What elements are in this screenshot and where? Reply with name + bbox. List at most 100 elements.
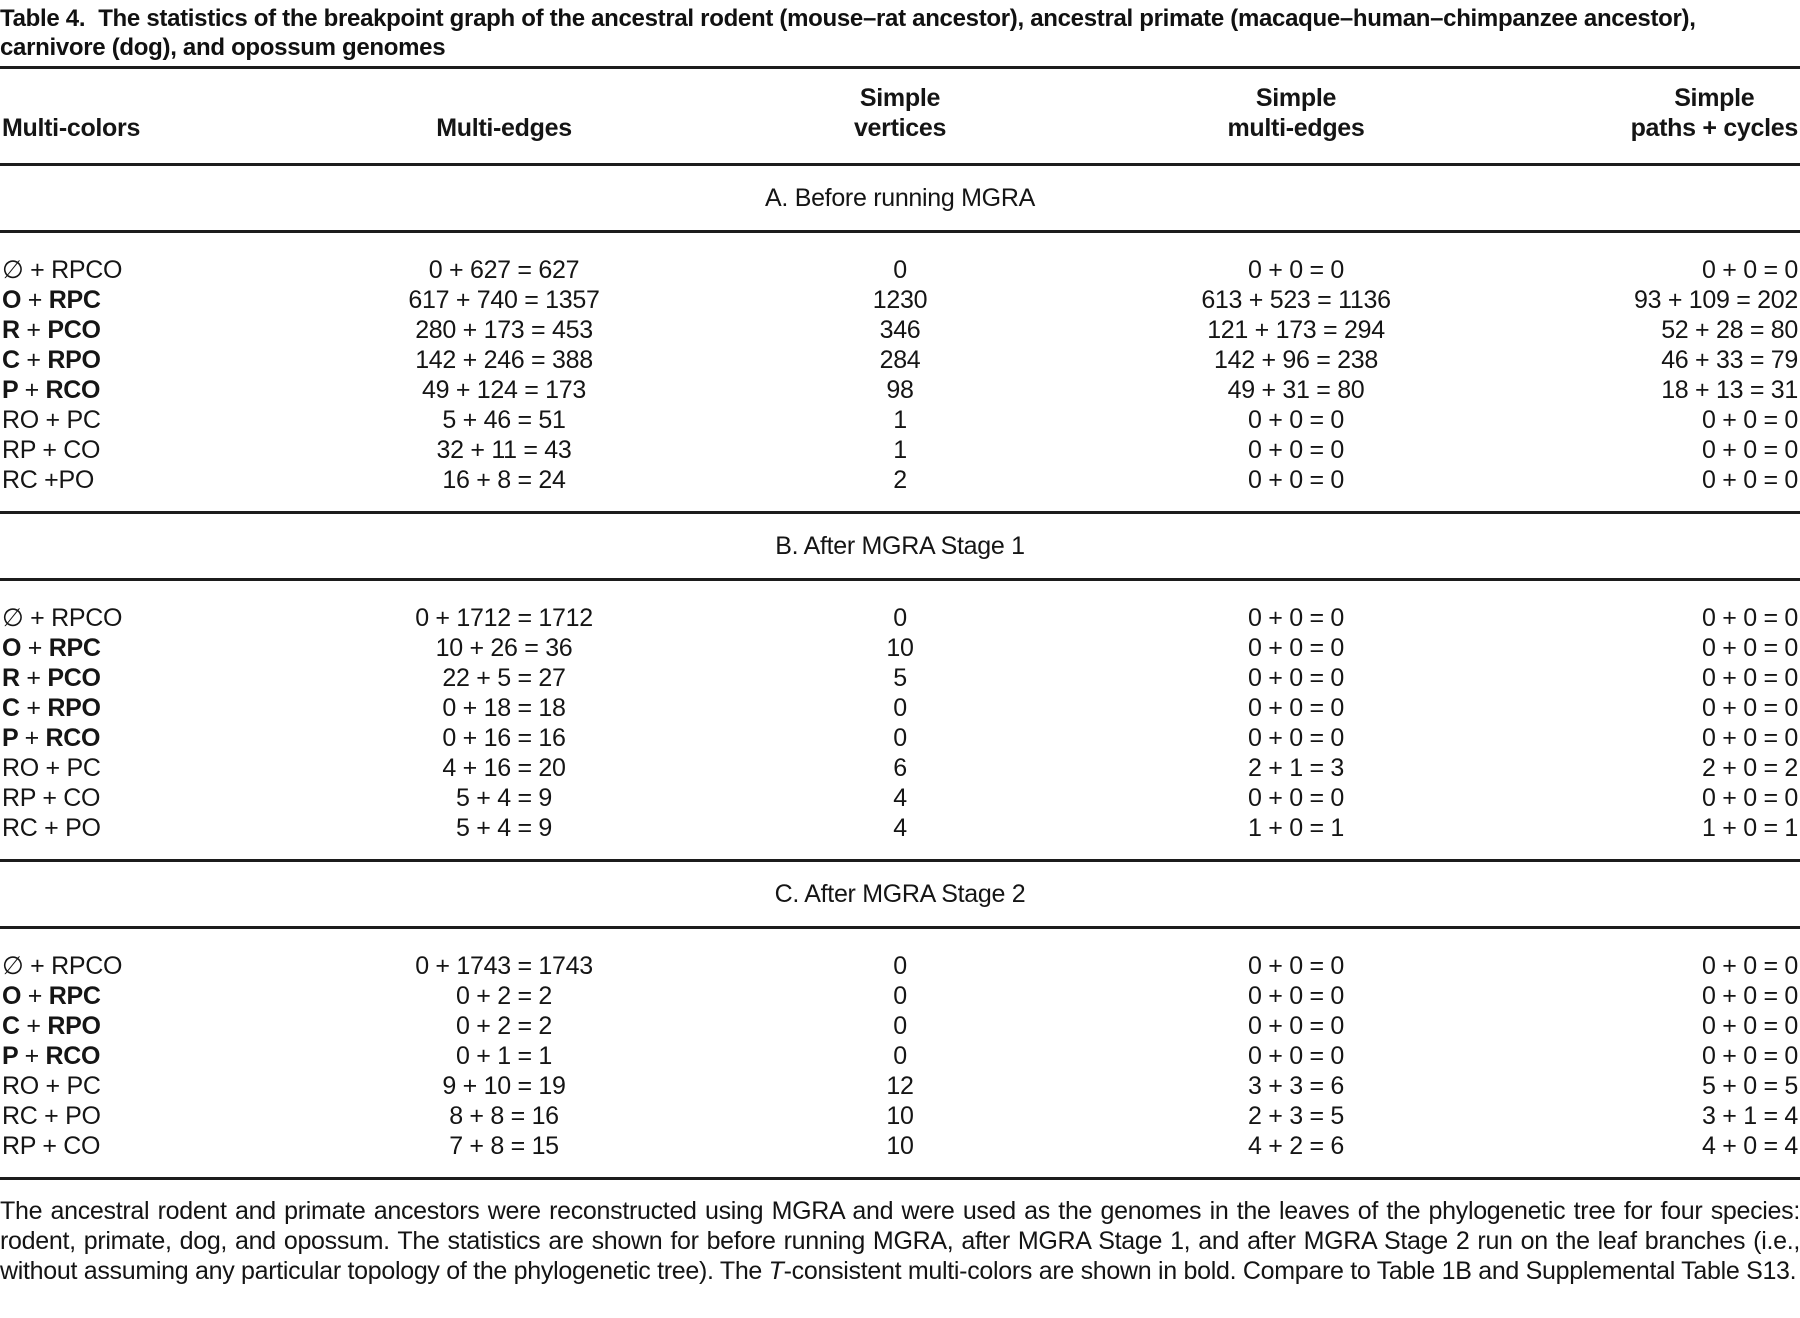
row-label-multi-color: ∅ + RPCO: [2, 604, 123, 632]
cell-simple-vertices: 10: [886, 1132, 914, 1160]
cell-simple-paths-cycles: 0 + 0 = 0: [1702, 1012, 1798, 1040]
row-label-multi-color: C + RPO: [2, 1012, 101, 1040]
section-header: A. Before running MGRA: [765, 184, 1035, 212]
cell-simple-paths-cycles: 46 + 33 = 79: [1661, 346, 1798, 374]
cell-simple-paths-cycles: 0 + 0 = 0: [1702, 694, 1798, 722]
table-row: RP + CO 7 + 8 = 15 10 4 + 2 = 6 4 + 0 = 4: [0, 1131, 1800, 1161]
table-footnote: The ancestral rodent and primate ancesto…: [0, 1180, 1800, 1286]
cell-multi-edges: 16 + 8 = 24: [442, 466, 566, 494]
cell-simple-multi-edges: 613 + 523 = 1136: [1201, 286, 1391, 314]
cell-simple-multi-edges: 49 + 31 = 80: [1227, 376, 1365, 404]
cell-multi-edges: 142 + 246 = 388: [415, 346, 593, 374]
cell-simple-paths-cycles: 0 + 0 = 0: [1702, 466, 1798, 494]
table-row: ∅ + RPCO 0 + 627 = 627 0 0 + 0 = 0 0 + 0 = 0: [0, 255, 1800, 285]
cell-simple-multi-edges: 142 + 96 = 238: [1213, 346, 1378, 374]
cell-multi-edges: 5 + 4 = 9: [456, 814, 552, 842]
table-body: A. Before running MGRA ∅ + RPCO 0 + 627 = …: [0, 166, 1800, 1180]
table-row: C + RPO 0 + 18 = 18 0 0 + 0 = 0 0 + 0 = 0: [0, 693, 1800, 723]
bold-multi-color-letters: PCO: [40, 316, 101, 344]
row-label-multi-color: RP + CO: [2, 784, 101, 812]
cell-simple-vertices: 0: [893, 724, 907, 752]
column-header-multi-edges: Multi-edges: [288, 113, 720, 143]
cell-simple-vertices: 0: [893, 952, 907, 980]
table-row: RO + PC 9 + 10 = 19 12 3 + 3 = 6 5 + 0 = 5: [0, 1071, 1800, 1101]
cell-simple-paths-cycles: 3 + 1 = 4: [1702, 1102, 1798, 1130]
row-label-multi-color: R + PCO: [2, 316, 101, 344]
footnote-segment: -consistent multi-colors are shown in bo…: [783, 1257, 1797, 1285]
cell-simple-multi-edges: 0 + 0 = 0: [1248, 982, 1344, 1010]
row-label-multi-color: P + RCO: [2, 724, 101, 752]
row-label-multi-color: C + RPO: [2, 346, 101, 374]
table-row: C + RPO 142 + 246 = 388 284 142 + 96 = 238 4…: [0, 345, 1800, 375]
table-row: ∅ + RPCO 0 + 1712 = 1712 0 0 + 0 = 0 0 + 0 =…: [0, 603, 1800, 633]
table-row: O + RPC 617 + 740 = 1357 1230 613 + 523 = 1…: [0, 285, 1800, 315]
cell-simple-paths-cycles: 0 + 0 = 0: [1702, 982, 1798, 1010]
cell-multi-edges: 10 + 26 = 36: [435, 634, 573, 662]
cell-multi-edges: 280 + 173 = 453: [415, 316, 593, 344]
column-header-line: Simple: [859, 84, 941, 112]
cell-simple-vertices: 0: [893, 694, 907, 722]
cell-simple-paths-cycles: 1 + 0 = 1: [1702, 814, 1798, 842]
cell-simple-paths-cycles: 52 + 28 = 80: [1661, 316, 1798, 344]
bold-multi-color-letters: RPO: [40, 346, 101, 374]
bold-multi-color-letters: O: [2, 982, 28, 1010]
row-label-multi-color: ∅ + RPCO: [2, 256, 123, 284]
cell-multi-edges: 617 + 740 = 1357: [408, 286, 600, 314]
cell-simple-vertices: 0: [893, 256, 907, 284]
cell-simple-vertices: 98: [886, 376, 914, 404]
cell-simple-paths-cycles: 0 + 0 = 0: [1702, 604, 1798, 632]
row-label-multi-color: P + RCO: [2, 376, 101, 404]
cell-multi-edges: 8 + 8 = 16: [449, 1102, 559, 1130]
cell-simple-paths-cycles: 5 + 0 = 5: [1702, 1072, 1798, 1100]
rule-below-column-headers: [0, 163, 1800, 166]
row-label-multi-color: ∅ + RPCO: [2, 952, 123, 980]
cell-simple-multi-edges: 0 + 0 = 0: [1248, 694, 1344, 722]
cell-multi-edges: 0 + 1743 = 1743: [415, 952, 593, 980]
table-number: Table 4.: [0, 5, 86, 32]
column-header-inner: Simple paths + cycles: [1631, 83, 1799, 143]
table-row: RO + PC 5 + 46 = 51 1 0 + 0 = 0 0 + 0 = 0: [0, 405, 1800, 435]
cell-simple-vertices: 346: [879, 316, 921, 344]
table-row: P + RCO 0 + 1 = 1 0 0 + 0 = 0 0 + 0 = 0: [0, 1041, 1800, 1071]
cell-simple-paths-cycles: 0 + 0 = 0: [1702, 436, 1798, 464]
cell-simple-multi-edges: 0 + 0 = 0: [1248, 1042, 1344, 1070]
cell-simple-multi-edges: 4 + 2 = 6: [1248, 1132, 1344, 1160]
cell-simple-multi-edges: 0 + 0 = 0: [1248, 436, 1344, 464]
rule-below-section-header: [0, 578, 1800, 581]
cell-simple-paths-cycles: 4 + 0 = 4: [1702, 1132, 1798, 1160]
rule-below-section: [0, 859, 1800, 862]
table-row: RC + PO 5 + 4 = 9 4 1 + 0 = 1 1 + 0 = 1: [0, 813, 1800, 843]
bold-multi-color-letters: P: [2, 1042, 25, 1070]
cell-simple-vertices: 0: [893, 982, 907, 1010]
bold-multi-color-letters: P: [2, 724, 25, 752]
cell-simple-vertices: 5: [893, 664, 907, 692]
cell-simple-paths-cycles: 0 + 0 = 0: [1702, 952, 1798, 980]
cell-multi-edges: 0 + 2 = 2: [456, 982, 552, 1010]
cell-simple-paths-cycles: 0 + 0 = 0: [1702, 784, 1798, 812]
cell-simple-multi-edges: 0 + 0 = 0: [1248, 1012, 1344, 1040]
cell-simple-vertices: 1230: [872, 286, 928, 314]
row-label-multi-color: O + RPC: [2, 286, 101, 314]
cell-simple-vertices: 0: [893, 1012, 907, 1040]
column-header-multi-colors: Multi-colors: [0, 113, 288, 143]
table-row: RC +PO 16 + 8 = 24 2 0 + 0 = 0 0 + 0 = 0: [0, 465, 1800, 495]
cell-simple-paths-cycles: 18 + 13 = 31: [1661, 376, 1798, 404]
table-row: R + PCO 280 + 173 = 453 346 121 + 173 = 294…: [0, 315, 1800, 345]
cell-multi-edges: 5 + 4 = 9: [456, 784, 552, 812]
cell-simple-multi-edges: 0 + 0 = 0: [1248, 634, 1344, 662]
table-caption: Table 4. The statistics of the breakpoint…: [0, 4, 1800, 62]
row-label-multi-color: RO + PC: [2, 1072, 101, 1100]
cell-simple-vertices: 6: [893, 754, 907, 782]
table-row: RP + CO 32 + 11 = 43 1 0 + 0 = 0 0 + 0 = 0: [0, 435, 1800, 465]
cell-multi-edges: 9 + 10 = 19: [442, 1072, 566, 1100]
cell-multi-edges: 0 + 1 = 1: [456, 1042, 552, 1070]
bold-multi-color-letters: P: [2, 376, 25, 404]
row-label-multi-color: P + RCO: [2, 1042, 101, 1070]
table-title: The statistics of the breakpoint graph o…: [0, 5, 1696, 61]
cell-multi-edges: 0 + 18 = 18: [442, 694, 566, 722]
bold-multi-color-letters: O: [2, 634, 28, 662]
